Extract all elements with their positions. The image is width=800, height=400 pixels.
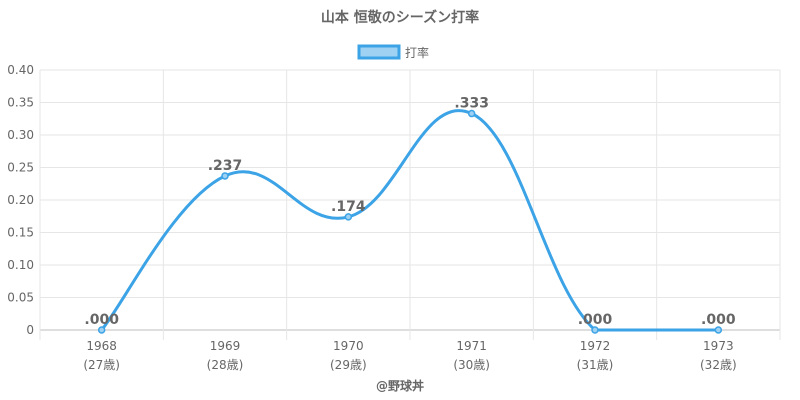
x-tick-sublabel: (29歳) (330, 358, 367, 372)
y-tick-label: 0.05 (7, 291, 34, 305)
y-tick-label: 0 (26, 323, 34, 337)
data-point[interactable] (467, 109, 476, 118)
data-point[interactable] (97, 326, 106, 334)
x-tick-sublabel: (28歳) (207, 358, 244, 372)
data-label: .333 (454, 96, 489, 112)
x-tick-label: 1973 (703, 339, 734, 353)
y-axis-ticks: 0 0.05 0.10 0.15 0.20 0.25 0.30 0.35 0.40 (7, 63, 34, 337)
x-axis-ticks: 1968 (27歳) 1969 (28歳) 1970 (29歳) 1971 (30歳) 1972… (83, 339, 736, 372)
y-tick-label: 0.20 (7, 193, 34, 207)
data-label: .000 (578, 312, 613, 328)
y-tick-label: 0.15 (7, 226, 34, 240)
data-labels: .000 .237 .174 .333 .000 .000 (84, 96, 735, 328)
x-tick-sublabel: (30歳) (453, 358, 490, 372)
series-layer (97, 109, 723, 334)
data-point[interactable] (344, 213, 353, 221)
y-tick-label: 0.30 (7, 128, 34, 142)
grid (39, 69, 781, 340)
credit-text: @野球丼 (376, 378, 424, 393)
data-label: .000 (84, 312, 119, 328)
x-tick-label: 1972 (580, 339, 611, 353)
y-tick-label: 0.10 (7, 258, 34, 272)
data-point[interactable] (591, 326, 599, 334)
x-tick-label: 1968 (86, 339, 117, 353)
chart-title: 山本 恒敬のシーズン打率 (321, 9, 479, 26)
x-tick-label: 1970 (333, 339, 364, 353)
x-tick-sublabel: (32歳) (700, 358, 737, 372)
legend-swatch[interactable] (357, 44, 401, 60)
data-label: .237 (208, 158, 243, 174)
legend-label[interactable]: 打率 (405, 45, 429, 60)
y-tick-label: 0.35 (7, 96, 34, 110)
x-tick-label: 1969 (210, 339, 241, 353)
y-tick-label: 0.25 (7, 161, 34, 175)
data-point[interactable] (714, 326, 723, 334)
x-tick-label: 1971 (456, 339, 487, 353)
data-label: .000 (701, 312, 736, 328)
data-point[interactable] (221, 172, 229, 180)
legend[interactable]: 打率 (357, 44, 429, 60)
x-tick-sublabel: (31歳) (577, 358, 614, 372)
data-label: .174 (331, 199, 366, 215)
x-tick-sublabel: (27歳) (83, 358, 120, 372)
y-tick-label: 0.40 (7, 63, 34, 77)
